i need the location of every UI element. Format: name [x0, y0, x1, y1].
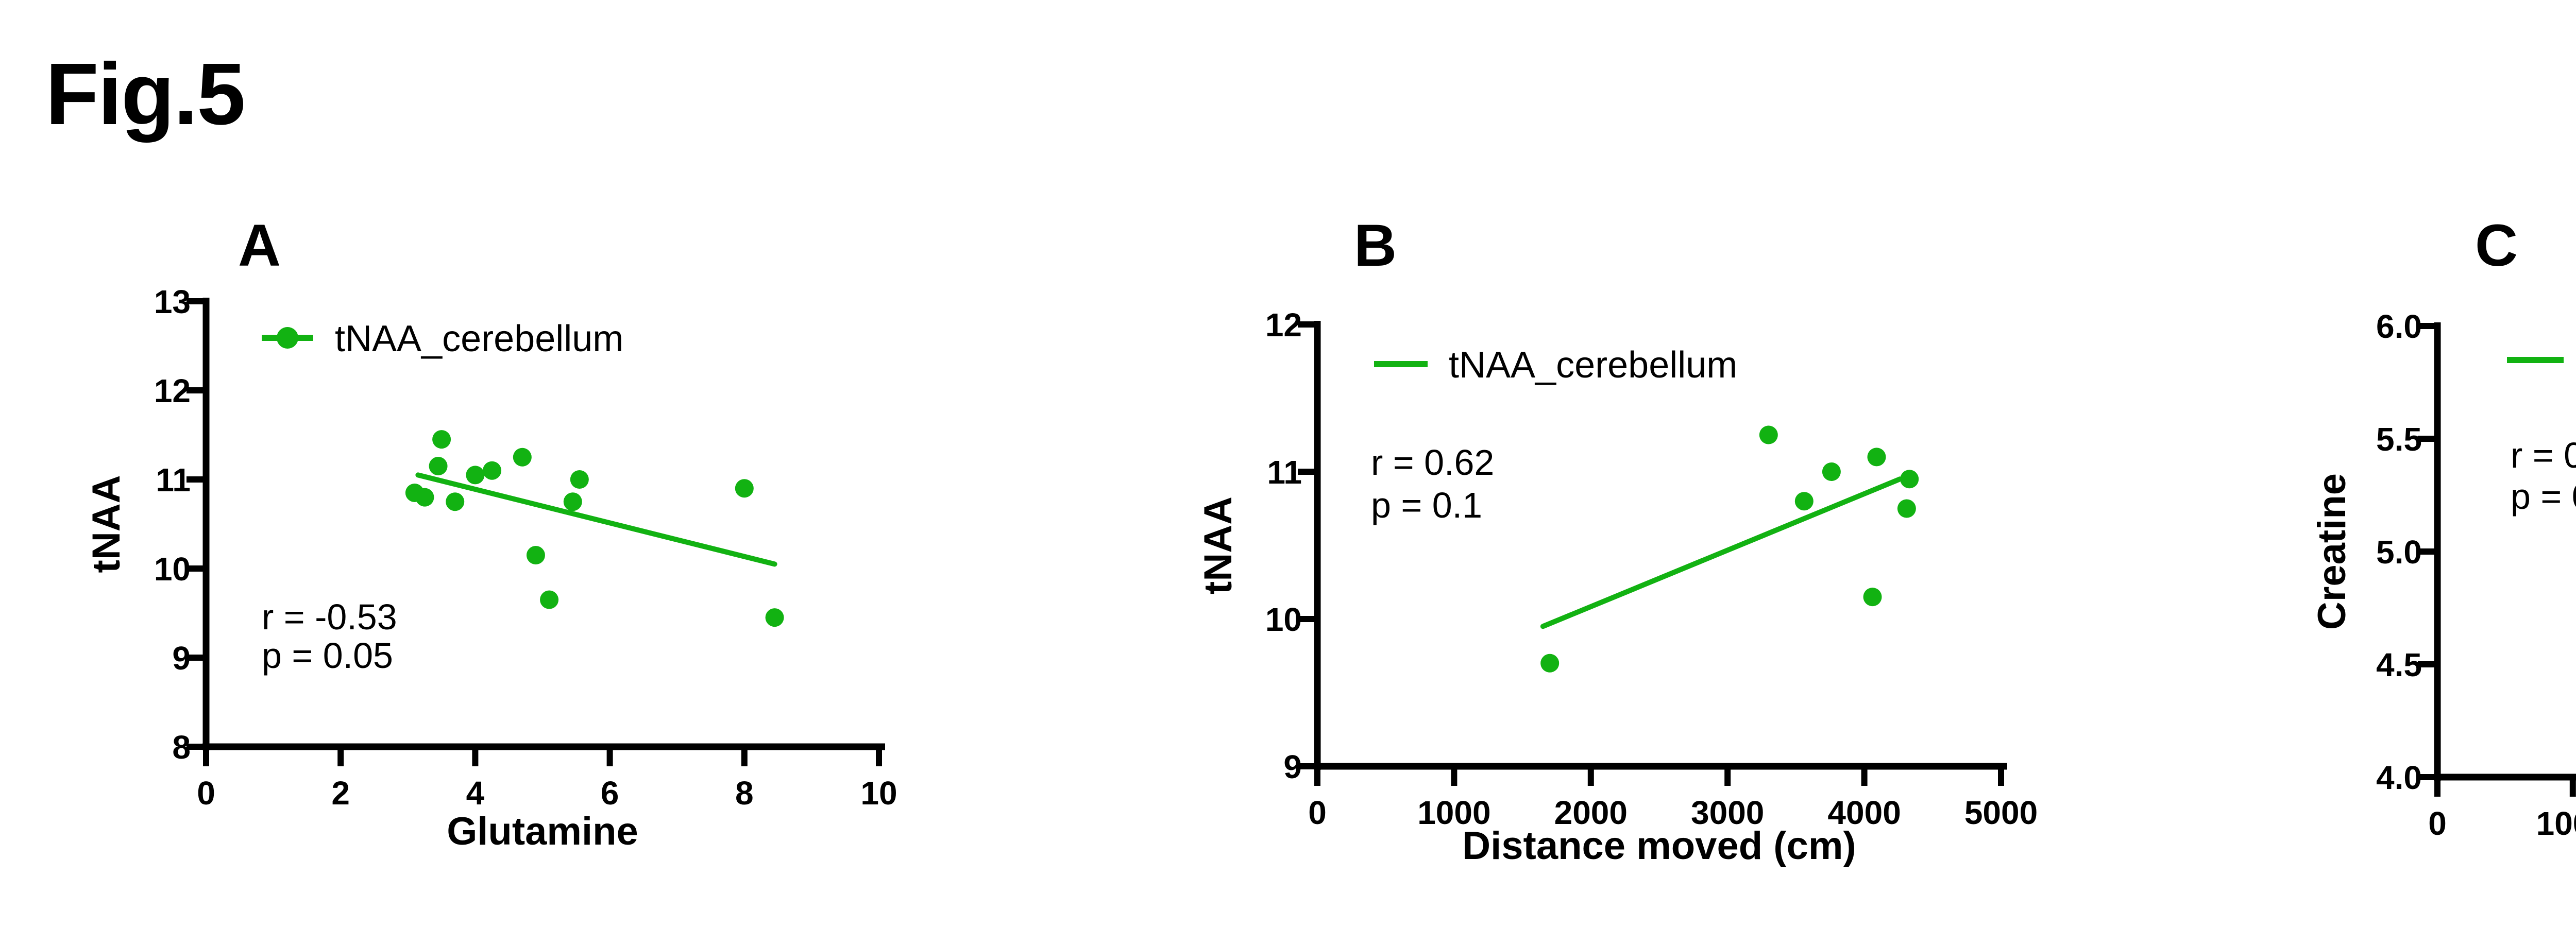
x-tick-label: 4000 — [1827, 794, 1901, 831]
data-point — [526, 546, 545, 565]
x-axis-title: Glutamine — [447, 810, 638, 853]
x-axis-title: Distance moved (cm) — [1462, 824, 1856, 868]
figure-label: Fig.5 — [45, 45, 246, 143]
data-point — [1794, 492, 1814, 511]
y-axis-title: tNAA — [1196, 496, 1240, 594]
x-tick-label: 0 — [1308, 794, 1327, 831]
chart-panel-b: B 12 11 10 90 1000 2000 3000 4000 5000 Distance mo… — [1196, 213, 2038, 868]
y-tick-label: 13 — [154, 283, 191, 320]
data-point — [483, 461, 502, 480]
legend-dot-swatch — [277, 327, 298, 349]
data-point — [1540, 654, 1560, 673]
y-tick-label: 6.0 — [2376, 308, 2422, 345]
y-tick-label: 12 — [154, 372, 191, 409]
x-tick-label: 0 — [197, 775, 215, 812]
legend-label: tNAA_cerebellum — [335, 318, 623, 359]
data-point — [432, 430, 451, 449]
data-point — [446, 492, 465, 511]
x-tick-label: 6 — [601, 775, 619, 812]
stat-p-label: p = 0.05 — [262, 635, 393, 676]
trend-line — [415, 472, 777, 567]
legend-label: tNAA_cerebellum — [1449, 345, 1737, 386]
x-tick-label: 5000 — [1964, 794, 2038, 831]
stat-p-label: p = 0.1 — [1371, 485, 1482, 525]
stat-r-label: r = 0.63 — [2511, 435, 2576, 475]
data-point — [429, 457, 448, 476]
y-axis-title: Creatine — [2310, 473, 2354, 630]
y-tick-label: 4.5 — [2376, 646, 2422, 683]
data-point — [466, 466, 485, 485]
data-point — [1867, 448, 1886, 467]
x-tick-label: 4 — [466, 775, 485, 812]
data-point — [415, 488, 434, 507]
y-tick-label: 12 — [1265, 306, 1302, 343]
trend-line — [1540, 476, 1903, 629]
x-tick-label: 3000 — [1691, 794, 1764, 831]
data-point — [570, 470, 589, 489]
y-tick-label: 4.0 — [2376, 759, 2422, 796]
y-tick-label: 5.5 — [2376, 421, 2422, 458]
data-point — [1822, 462, 1841, 481]
y-tick-label: 8 — [172, 729, 191, 766]
chart-panel-c: C6.05.55.04.54.0010002000300040005000Dis… — [2310, 213, 2576, 842]
x-tick-label: 2000 — [1554, 794, 1628, 831]
panel-letter: B — [1354, 213, 1397, 279]
stat-p-label: p = 0.09 — [2511, 476, 2576, 517]
data-point — [1759, 425, 1778, 444]
y-tick-label: 11 — [1267, 454, 1302, 491]
stat-r-label: r = -0.53 — [262, 597, 397, 637]
data-point — [735, 479, 754, 498]
y-axis-title: tNAA — [84, 475, 128, 573]
y-tick-label: 11 — [156, 461, 191, 499]
data-point — [765, 608, 784, 627]
data-point — [513, 448, 532, 467]
y-tick-label: 10 — [154, 551, 191, 588]
y-tick-label: 10 — [1265, 601, 1302, 638]
y-tick-label: 5.0 — [2376, 534, 2422, 571]
panel-letter: A — [238, 213, 281, 279]
x-tick-label: 10 — [860, 775, 897, 812]
stat-r-label: r = 0.62 — [1371, 442, 1494, 483]
panel-letter: C — [2475, 213, 2518, 279]
x-tick-label: 1000 — [2536, 805, 2576, 842]
x-tick-label: 1000 — [1417, 794, 1490, 831]
data-point — [540, 590, 559, 609]
data-point — [1897, 499, 1916, 518]
y-tick-label: 9 — [1283, 748, 1302, 785]
x-tick-label: 0 — [2428, 805, 2447, 842]
y-tick-label: 9 — [172, 640, 191, 677]
x-tick-label: 8 — [735, 775, 754, 812]
data-point — [563, 492, 582, 511]
data-point — [1900, 470, 1919, 489]
x-tick-label: 2 — [331, 775, 350, 812]
data-point — [1863, 588, 1882, 607]
